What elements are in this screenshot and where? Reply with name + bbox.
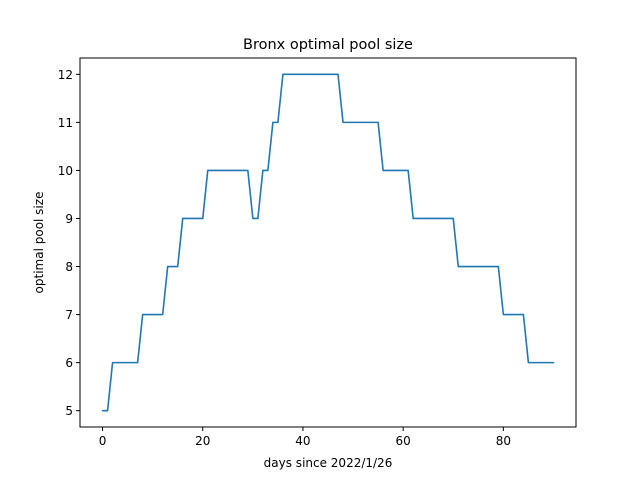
x-tick-label: 40 <box>295 434 310 448</box>
y-tick-label: 5 <box>65 404 73 418</box>
series-line <box>101 73 555 412</box>
plot-frame <box>79 57 577 428</box>
y-tick-label: 11 <box>58 116 73 130</box>
y-tick-label: 12 <box>58 68 73 82</box>
x-tick-label: 20 <box>195 434 210 448</box>
y-tick-label: 9 <box>65 212 73 226</box>
y-axis-ticks: 5 6 7 8 9 10 11 12 <box>58 68 80 418</box>
x-axis-label: days since 2022/1/26 <box>264 456 393 470</box>
x-axis-ticks: 0 20 40 60 80 <box>99 427 511 448</box>
y-tick-label: 6 <box>65 356 73 370</box>
x-tick-label: 0 <box>99 434 107 448</box>
y-axis-label: optimal pool size <box>32 192 46 294</box>
x-tick-label: 80 <box>496 434 511 448</box>
chart-title: Bronx optimal pool size <box>243 37 413 53</box>
y-tick-label: 7 <box>65 308 73 322</box>
y-tick-label: 8 <box>65 260 73 274</box>
y-tick-label: 10 <box>58 164 73 178</box>
x-tick-label: 60 <box>396 434 411 448</box>
